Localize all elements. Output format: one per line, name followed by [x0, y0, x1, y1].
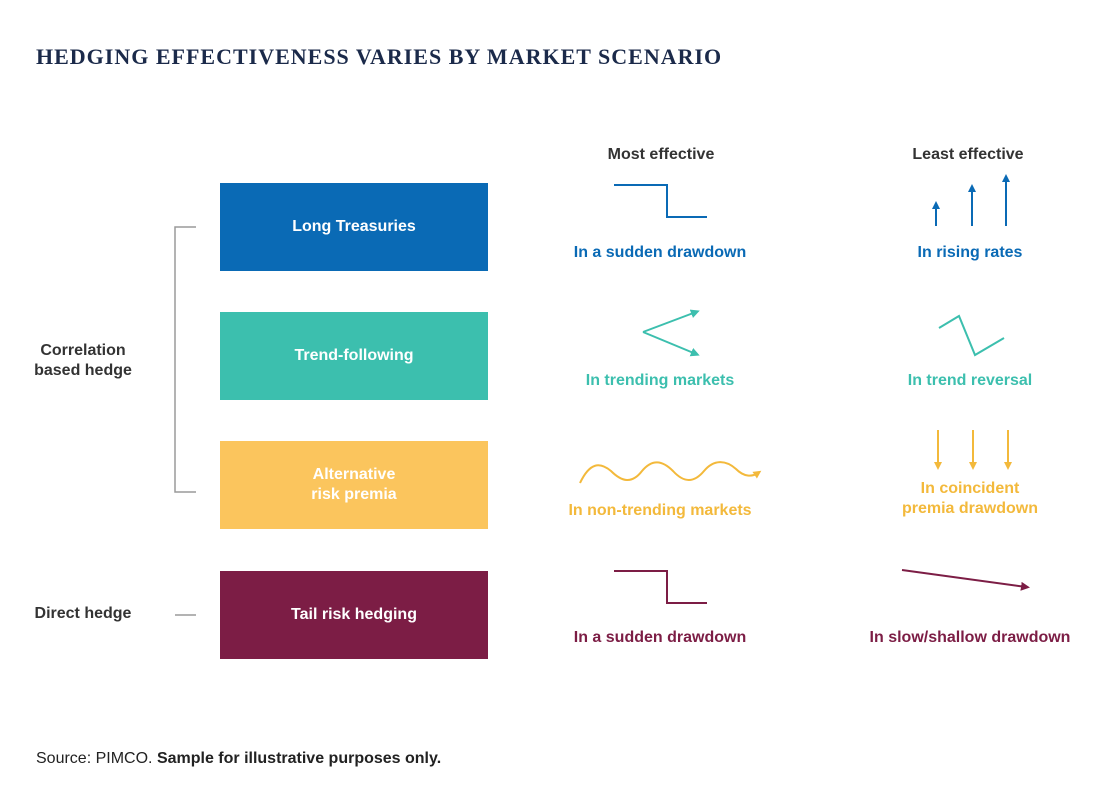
source-emphasis: Sample for illustrative purposes only.: [156, 750, 442, 767]
zigzag-reversal-icon: [938, 314, 1005, 357]
least-effective-caption-alternative-risk-premia: In coincident premia drawdown: [901, 480, 1039, 517]
column-header-most-effective: Most effective: [607, 146, 715, 163]
column-header-least-effective: Least effective: [912, 146, 1024, 163]
least-effective-caption-trend-following: In trend reversal: [907, 372, 1033, 389]
hedge-box-tail-risk-hedging: Tail risk hedging: [220, 571, 488, 659]
correlation-group-bracket: [174, 226, 196, 493]
step-down-icon: [614, 184, 707, 218]
source-note: Source: PIMCO. Sample for illustrative p…: [36, 750, 441, 768]
hedge-label: Alternative risk premia: [311, 466, 397, 503]
hedge-label: Tail risk hedging: [291, 606, 417, 623]
gentle-decline-arrow-icon: [901, 569, 1030, 591]
falling-arrows-icon: [934, 430, 1012, 470]
step-down-icon: [614, 570, 707, 604]
most-effective-caption-alternative-risk-premia: In non-trending markets: [568, 502, 752, 519]
most-effective-caption-tail-risk-hedging: In a sudden drawdown: [573, 629, 747, 646]
group-label-correlation-hedge: Correlation based hedge: [34, 342, 132, 379]
page-title: HEDGING EFFECTIVENESS VARIES BY MARKET S…: [36, 44, 723, 69]
hedge-label: Long Treasuries: [292, 218, 416, 235]
source-prefix: Source: PIMCO.: [36, 750, 153, 767]
hedge-box-alternative-risk-premia: Alternative risk premia: [220, 441, 488, 529]
hedge-box-trend-following: Trend-following: [220, 312, 488, 400]
wave-arrow-icon: [579, 461, 762, 484]
hedge-box-long-treasuries: Long Treasuries: [220, 183, 488, 271]
group-label-direct-hedge: Direct hedge: [34, 605, 132, 622]
least-effective-caption-long-treasuries: In rising rates: [917, 244, 1023, 261]
most-effective-caption-long-treasuries: In a sudden drawdown: [573, 244, 747, 261]
hedge-label: Trend-following: [294, 347, 414, 364]
rising-arrows-icon: [932, 174, 1010, 226]
diverging-arrows-icon: [642, 309, 700, 357]
least-effective-caption-tail-risk-hedging: In slow/shallow drawdown: [869, 629, 1071, 646]
most-effective-caption-trend-following: In trending markets: [585, 372, 735, 389]
